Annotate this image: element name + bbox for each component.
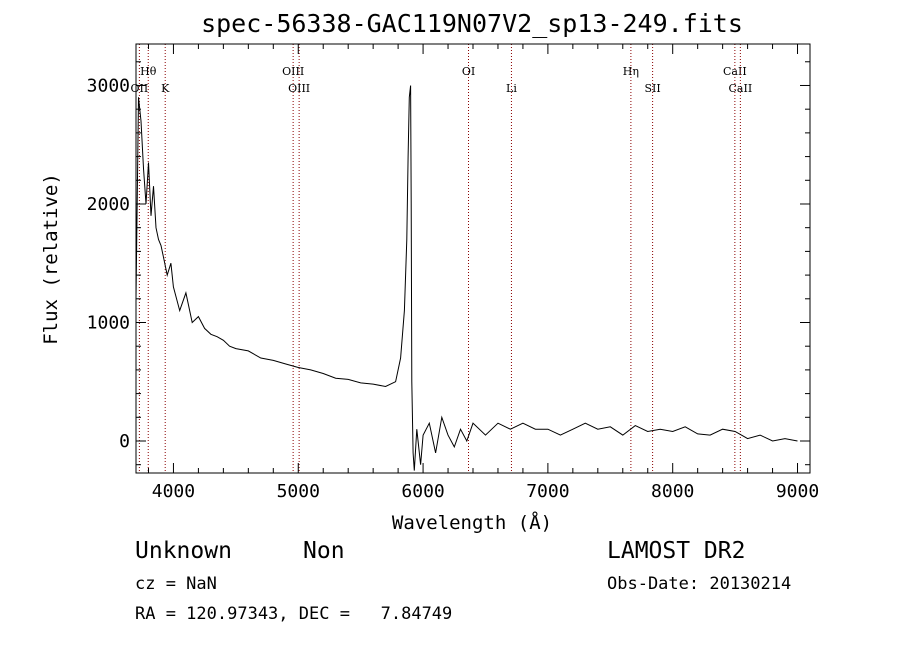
- line-marker-layer: OII Hθ K OIII OIII OI Li Hη SII CaII CaII: [131, 44, 753, 473]
- line-marker-label-7: Hη: [623, 65, 639, 78]
- line-marker-label-4: OIII: [288, 82, 310, 95]
- line-marker-label-3: OIII: [282, 65, 304, 78]
- redshift-text: cz = NaN: [135, 574, 217, 594]
- line-marker-label-10: CaII: [729, 82, 753, 95]
- tick-layer: 4000 5000 6000 7000 8000 9000 0 1000 2000 3000: [87, 44, 819, 502]
- coordinates-text: RA = 120.97343, DEC = 7.84749: [135, 604, 453, 624]
- line-marker-label-2: K: [161, 82, 170, 95]
- line-marker-label-9: CaII: [723, 65, 747, 78]
- y-tick-label: 2000: [87, 194, 130, 215]
- line-marker-label-0: OII: [131, 82, 149, 95]
- subclass-label: Non: [303, 538, 345, 564]
- y-tick-label: 1000: [87, 312, 130, 333]
- obs-date-text: Obs-Date: 20130214: [607, 574, 792, 594]
- survey-label: LAMOST DR2: [607, 538, 746, 564]
- x-tick-label: 4000: [152, 481, 195, 502]
- x-tick-label: 7000: [526, 481, 569, 502]
- y-tick-label: 3000: [87, 75, 130, 96]
- line-marker-label-5: OI: [462, 65, 475, 78]
- plot-frame: [135, 43, 811, 474]
- y-tick-label: 0: [119, 431, 130, 452]
- series-layer: [135, 85, 798, 471]
- y-axis-label: Flux (relative): [40, 173, 62, 345]
- line-marker-label-6: Li: [506, 82, 517, 95]
- x-tick-label: 8000: [651, 481, 694, 502]
- chart-title: spec-56338-GAC119N07V2_sp13-249.fits: [201, 9, 743, 38]
- x-tick-label: 5000: [277, 481, 320, 502]
- x-axis-label: Wavelength (Å): [392, 511, 552, 534]
- object-class-label: Unknown: [135, 538, 232, 564]
- line-marker-label-1: Hθ: [140, 65, 157, 78]
- x-tick-label: 6000: [401, 481, 444, 502]
- line-marker-label-8: SII: [644, 82, 660, 95]
- x-tick-label: 9000: [776, 481, 819, 502]
- spectrum-line-0: [135, 85, 798, 471]
